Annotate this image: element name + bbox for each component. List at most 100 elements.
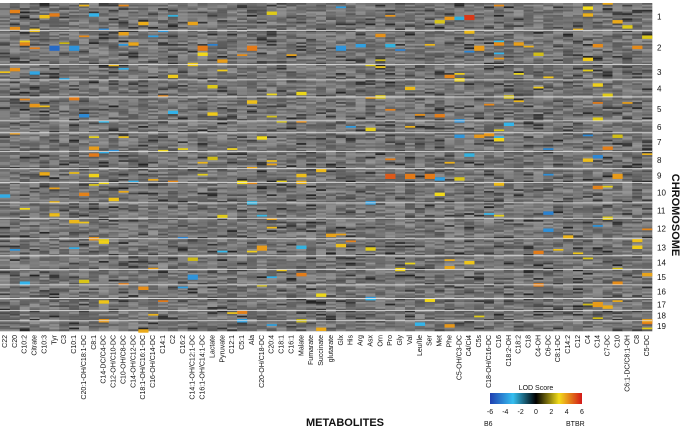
heatmap-cell bbox=[19, 26, 30, 29]
heatmap-cell bbox=[237, 300, 248, 303]
heatmap-cell bbox=[128, 327, 139, 330]
heatmap-cell bbox=[79, 211, 90, 214]
heatmap-cell bbox=[128, 141, 139, 144]
heatmap-cell bbox=[59, 148, 70, 151]
heatmap-cell bbox=[108, 206, 119, 209]
heatmap-cell bbox=[128, 153, 139, 156]
heatmap-cell bbox=[19, 67, 30, 70]
heatmap-cell bbox=[69, 211, 80, 214]
heatmap-cell bbox=[19, 247, 30, 250]
heatmap-cell bbox=[88, 170, 100, 173]
heatmap-cell bbox=[108, 267, 119, 270]
heatmap-cell bbox=[69, 71, 80, 74]
heatmap-cell bbox=[29, 119, 40, 122]
heatmap-cell bbox=[197, 240, 208, 243]
heatmap-cell bbox=[207, 324, 218, 327]
heatmap-cell bbox=[128, 291, 139, 294]
heatmap-cell bbox=[237, 247, 248, 250]
heatmap-cell bbox=[108, 103, 119, 106]
heatmap-cell bbox=[246, 151, 258, 154]
heatmap-cell bbox=[49, 143, 60, 146]
heatmap-cell bbox=[177, 231, 188, 234]
heatmap-cell bbox=[69, 26, 80, 29]
heatmap-cell bbox=[0, 284, 11, 287]
heatmap-cell bbox=[128, 199, 139, 202]
heatmap-cell bbox=[88, 172, 100, 175]
heatmap-cell bbox=[59, 182, 70, 185]
heatmap-cell bbox=[79, 167, 90, 170]
heatmap-cell bbox=[39, 73, 50, 76]
heatmap-cell bbox=[207, 266, 218, 269]
heatmap-cell bbox=[217, 134, 228, 137]
heatmap-cell bbox=[187, 173, 198, 176]
heatmap-cell bbox=[167, 71, 179, 74]
heatmap-cell bbox=[138, 252, 149, 255]
heatmap-cell bbox=[79, 136, 90, 139]
heatmap-cell bbox=[19, 255, 30, 258]
heatmap-cell bbox=[88, 230, 100, 233]
heatmap-cell bbox=[98, 254, 109, 257]
heatmap-cell bbox=[98, 223, 109, 226]
heatmap-cell bbox=[246, 178, 258, 181]
heatmap-cell bbox=[98, 20, 109, 23]
heatmap-cell bbox=[128, 173, 139, 176]
heatmap-cell bbox=[177, 211, 188, 214]
heatmap-cell bbox=[29, 136, 40, 139]
heatmap-cell bbox=[69, 127, 80, 130]
heatmap-cell bbox=[0, 14, 11, 17]
heatmap-cell bbox=[217, 225, 228, 228]
heatmap-cell bbox=[29, 177, 40, 180]
heatmap-cell bbox=[158, 148, 169, 151]
heatmap-cell bbox=[138, 98, 149, 101]
heatmap-cell bbox=[138, 190, 149, 193]
heatmap-cell bbox=[167, 266, 179, 269]
heatmap-cell bbox=[19, 4, 30, 7]
heatmap-cell bbox=[59, 119, 70, 122]
heatmap-cell bbox=[118, 62, 129, 65]
heatmap-cell bbox=[158, 20, 169, 23]
heatmap-cell bbox=[217, 149, 228, 152]
heatmap-cell bbox=[217, 204, 228, 207]
heatmap-cell bbox=[138, 47, 149, 50]
heatmap-cell bbox=[207, 108, 218, 111]
heatmap-cell bbox=[167, 274, 179, 277]
heatmap-cell bbox=[187, 50, 198, 53]
heatmap-cell bbox=[167, 103, 179, 106]
heatmap-cell bbox=[98, 156, 109, 159]
heatmap-cell bbox=[158, 170, 169, 173]
heatmap-cell bbox=[59, 79, 70, 82]
heatmap-cell bbox=[158, 182, 169, 185]
heatmap-cell bbox=[207, 153, 218, 156]
heatmap-cell bbox=[207, 249, 218, 252]
heatmap-cell bbox=[138, 308, 149, 311]
heatmap-cell bbox=[217, 303, 228, 306]
heatmap-cell bbox=[49, 165, 60, 168]
heatmap-cell bbox=[197, 44, 208, 47]
heatmap-cell bbox=[88, 319, 100, 322]
heatmap-cell bbox=[98, 243, 109, 246]
heatmap-cell bbox=[177, 13, 188, 16]
heatmap-cell bbox=[197, 90, 208, 93]
heatmap-cell bbox=[0, 126, 11, 129]
heatmap-cell bbox=[0, 315, 11, 318]
heatmap-cell bbox=[69, 144, 80, 147]
heatmap-cell bbox=[88, 91, 100, 94]
heatmap-cell bbox=[227, 55, 238, 58]
heatmap-cell bbox=[88, 98, 100, 101]
heatmap-cell bbox=[69, 201, 80, 204]
heatmap-cell bbox=[39, 315, 50, 318]
heatmap-cell bbox=[59, 61, 70, 64]
heatmap-cell bbox=[177, 144, 188, 147]
heatmap-cell bbox=[79, 180, 90, 183]
heatmap-cell bbox=[69, 272, 80, 275]
heatmap-cell bbox=[79, 64, 90, 67]
heatmap-cell bbox=[227, 197, 238, 200]
heatmap-cell bbox=[187, 151, 198, 154]
heatmap-cell bbox=[197, 279, 208, 282]
heatmap-cell bbox=[227, 216, 238, 219]
heatmap-cell bbox=[98, 310, 109, 313]
heatmap-cell bbox=[197, 233, 208, 236]
heatmap-cell bbox=[227, 237, 238, 240]
heatmap-cell bbox=[108, 252, 119, 255]
heatmap-cell bbox=[148, 291, 159, 294]
